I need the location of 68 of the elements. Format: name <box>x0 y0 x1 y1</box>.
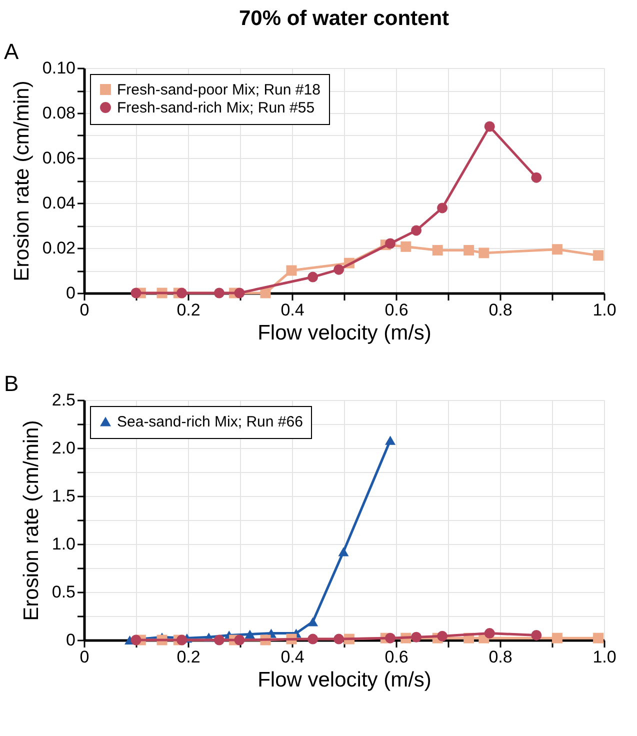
x-tick-label: 0.8 <box>488 648 512 666</box>
x-tick-label: 0.2 <box>176 300 200 320</box>
point <box>432 245 443 256</box>
point <box>593 632 604 644</box>
point <box>385 632 396 644</box>
x-tick-label: 0.6 <box>384 300 408 320</box>
point <box>437 630 448 642</box>
x-tick-label: 1.0 <box>592 300 616 320</box>
point <box>214 634 224 646</box>
point <box>234 634 245 646</box>
point <box>484 628 495 639</box>
point <box>552 244 562 255</box>
x-tick-label: 1.0 <box>592 648 616 666</box>
y-tick-label: 0 <box>66 630 76 650</box>
legend-label: Fresh-sand-rich Mix; Run #55 <box>117 100 315 116</box>
point <box>484 121 495 132</box>
y-tick-label: 2.0 <box>52 438 76 458</box>
x-tick-label: 0.6 <box>384 648 408 666</box>
x-axis-title: Flow velocity (m/s) <box>258 322 432 344</box>
point <box>385 436 396 445</box>
x-tick-label: 0 <box>80 648 90 666</box>
point <box>411 632 422 642</box>
point <box>176 288 188 298</box>
point <box>437 202 448 214</box>
point <box>411 225 422 236</box>
x-axis-title: Flow velocity (m/s) <box>258 668 432 692</box>
y-tick-label: 0.5 <box>52 582 76 602</box>
legend-label: Fresh-sand-poor Mix; Run #18 <box>117 82 320 98</box>
point <box>338 547 349 556</box>
text: B <box>4 371 19 396</box>
chart-title: 70% of water content <box>238 7 450 30</box>
point <box>130 634 142 646</box>
y-axis-title: Erosion rate (cm/min) <box>10 80 34 282</box>
y-tick-label: 2.5 <box>52 390 76 410</box>
point <box>531 630 542 640</box>
point <box>593 250 604 261</box>
y-axis-title: Erosion rate (cm/min) <box>20 420 43 621</box>
text: A <box>4 39 19 64</box>
x-tick-label: 0.4 <box>280 300 304 320</box>
point <box>385 238 396 249</box>
y-tick-label: 0.04 <box>42 194 76 212</box>
point <box>130 288 142 298</box>
point <box>531 172 542 183</box>
y-tick-label: 0 <box>66 284 76 302</box>
point <box>214 288 224 298</box>
x-tick-label: 0.4 <box>280 648 304 666</box>
x-tick-label: 0.8 <box>488 300 512 320</box>
point <box>464 245 474 256</box>
y-tick-label: 1.0 <box>52 534 76 554</box>
point <box>478 248 490 258</box>
x-tick-label: 0 <box>80 300 90 320</box>
point <box>552 632 562 644</box>
point <box>400 241 412 252</box>
point <box>334 264 344 275</box>
y-tick-label: 0.06 <box>42 148 76 168</box>
y-tick-label: 0.08 <box>42 104 76 122</box>
point <box>286 265 297 276</box>
legend-label: Sea-sand-rich Mix; Run #66 <box>117 414 303 430</box>
point <box>234 288 245 298</box>
y-tick-label: 0.10 <box>42 58 76 78</box>
y-tick-label: 1.5 <box>52 486 76 506</box>
point <box>308 634 318 644</box>
x-tick-label: 0.2 <box>176 648 200 666</box>
point <box>334 634 344 644</box>
point <box>176 634 188 646</box>
y-tick-label: 0.02 <box>42 238 76 258</box>
point <box>308 617 318 626</box>
point <box>308 272 318 282</box>
